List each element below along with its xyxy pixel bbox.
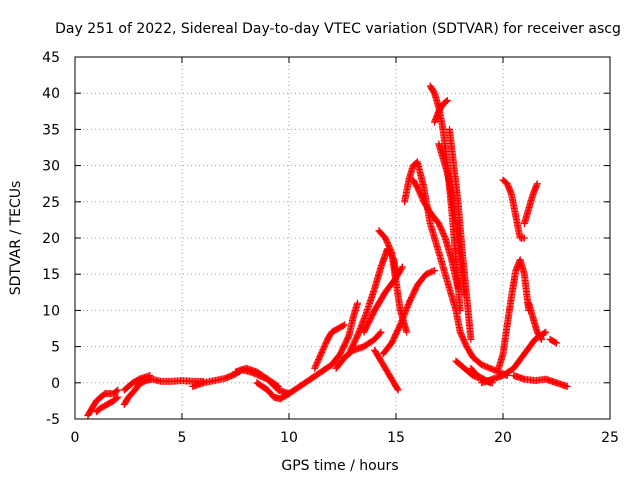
data-point [429, 267, 437, 275]
series-arc-peak-2 [375, 227, 411, 336]
y-axis-label: SDTVAR / TECUs [8, 181, 24, 296]
x-tick-label: 0 [71, 430, 80, 446]
data-point [443, 96, 451, 104]
chart-title: Day 251 of 2022, Sidereal Day-to-day VTE… [55, 21, 621, 37]
y-tick-label: 20 [42, 231, 60, 247]
data-point [114, 393, 122, 401]
data-point [456, 306, 464, 314]
data-point [113, 387, 121, 395]
y-tick-label: 25 [42, 195, 60, 211]
series-arc-rise-1 [306, 299, 361, 383]
data-point [341, 321, 349, 329]
series-arc-late-3 [520, 180, 541, 228]
data-point [442, 97, 450, 105]
series-arc-late-2 [495, 256, 533, 372]
series-arc-up-2 [360, 263, 406, 336]
series-arc-top-4 [435, 140, 468, 300]
y-tick-label: -5 [46, 412, 60, 428]
data-point [551, 338, 559, 346]
data-point [533, 180, 541, 188]
data-point [398, 263, 406, 271]
data-point [339, 322, 347, 330]
data-point [353, 299, 361, 307]
grid-layer [75, 57, 610, 419]
y-tick-label: 15 [42, 267, 60, 283]
data-point [114, 386, 122, 394]
x-tick-label: 20 [494, 430, 512, 446]
data-point [393, 385, 401, 393]
series-arc-early-4 [120, 372, 154, 394]
data-point [398, 264, 406, 272]
y-tick-label: 5 [51, 340, 60, 356]
y-tick-label: 0 [51, 376, 60, 392]
data-point [377, 328, 385, 336]
y-tick-label: 40 [42, 86, 60, 102]
data-point [541, 329, 549, 337]
series-arc-up-1 [379, 267, 439, 358]
y-tick-label: 30 [42, 159, 60, 175]
series-arc-late-7 [546, 335, 560, 347]
data-point [403, 328, 411, 336]
series-arc-early-1 [84, 386, 122, 419]
data-layer [84, 82, 571, 419]
x-tick-label: 5 [178, 430, 187, 446]
series-arc-dip-1 [371, 346, 402, 394]
x-tick-label: 25 [601, 430, 619, 446]
series-arc-peak-3 [409, 176, 462, 293]
ticks-layer: 0 5 10 15 20 25 -5 0 5 10 15 20 25 30 35 40 45 [42, 50, 619, 446]
data-point [467, 335, 475, 343]
x-tick-label: 10 [280, 430, 298, 446]
data-point [460, 292, 468, 300]
series-arc-late-6 [510, 372, 571, 390]
series-arc-late-5 [478, 328, 550, 387]
series-arc-early-2 [92, 393, 122, 416]
y-tick-label: 10 [42, 303, 60, 319]
data-point [376, 329, 384, 337]
data-point [394, 386, 402, 394]
series-arc-late-1 [499, 176, 528, 242]
x-tick-label: 15 [387, 430, 405, 446]
data-point [520, 234, 528, 242]
series-arc-mid-2 [232, 364, 293, 398]
x-axis-label: GPS time / hours [281, 458, 398, 474]
data-point [542, 328, 550, 336]
series-arc-rise-2 [311, 321, 349, 372]
data-point [553, 339, 560, 347]
data-point [431, 267, 439, 275]
data-point [113, 394, 121, 402]
y-tick-label: 45 [42, 50, 60, 66]
y-tick-label: 35 [42, 122, 60, 138]
data-point [146, 372, 154, 380]
series-arc-top-2 [431, 96, 451, 126]
data-point [387, 247, 395, 255]
data-point [563, 382, 571, 390]
